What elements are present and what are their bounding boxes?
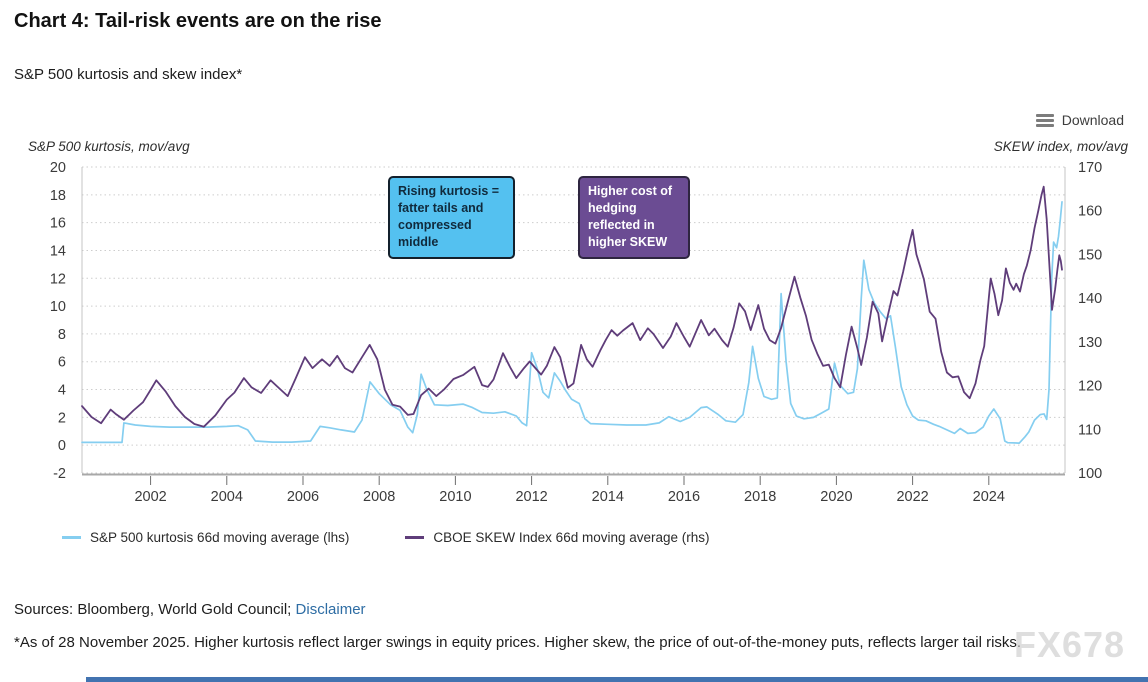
y-left-tick-label: 0: [58, 438, 66, 454]
x-tick-label: 2018: [744, 489, 776, 505]
y-left-tick-label: 14: [50, 243, 66, 259]
y-right-tick-label: 170: [1078, 160, 1102, 176]
kurtosis-line: [81, 200, 1063, 444]
x-tick-label: 2024: [973, 489, 1005, 505]
y-right-tick-label: 100: [1078, 466, 1102, 482]
bottom-accent-bar: [86, 677, 1148, 682]
y-left-tick-label: 4: [58, 383, 66, 399]
y-left-tick-label: 6: [58, 355, 66, 371]
right-axis-title: SKEW index, mov/avg: [993, 139, 1128, 154]
page-title: Chart 4: Tail-risk events are on the ris…: [14, 10, 382, 32]
y-right-tick-label: 150: [1078, 247, 1102, 263]
y-left-tick-label: 10: [50, 299, 66, 315]
download-button[interactable]: Download: [1035, 112, 1124, 128]
x-tick-label: 2010: [439, 489, 471, 505]
x-tick-label: 2002: [134, 489, 166, 505]
y-left-tick-label: 20: [50, 160, 66, 176]
y-left-tick-label: -2: [53, 466, 66, 482]
x-tick-label: 2012: [515, 489, 547, 505]
menu-icon: [1035, 113, 1054, 127]
x-tick-label: 2008: [363, 489, 395, 505]
legend-item-kurtosis[interactable]: S&P 500 kurtosis 66d moving average (lhs…: [62, 530, 349, 545]
left-axis-title: S&P 500 kurtosis, mov/avg: [28, 139, 190, 154]
y-right-tick-label: 110: [1078, 422, 1101, 438]
download-label: Download: [1061, 112, 1124, 128]
kurtosis-line-swatch: [62, 536, 81, 539]
legend-item-skew[interactable]: CBOE SKEW Index 66d moving average (rhs): [405, 530, 710, 545]
x-tick-label: 2022: [896, 489, 928, 505]
legend-label-kurtosis: S&P 500 kurtosis 66d moving average (lhs…: [90, 530, 350, 545]
x-tick-label: 2020: [820, 489, 852, 505]
sources-text: Sources: Bloomberg, World Gold Council;: [14, 601, 292, 618]
y-right-tick-label: 120: [1078, 379, 1102, 395]
y-right-tick-label: 160: [1078, 204, 1102, 220]
footnote-text: *As of 28 November 2025. Higher kurtosis…: [14, 634, 1022, 651]
x-tick-label: 2016: [668, 489, 700, 505]
skew-line: [81, 185, 1063, 428]
y-left-tick-label: 12: [50, 271, 66, 287]
x-tick-label: 2004: [211, 489, 243, 505]
y-right-tick-label: 140: [1078, 291, 1102, 307]
annotation-higher-skew: Higher cost of hedging reflected in high…: [578, 176, 690, 259]
disclaimer-link[interactable]: Disclaimer: [295, 601, 366, 618]
chart-legend: S&P 500 kurtosis 66d moving average (lhs…: [62, 530, 710, 545]
sources-line: Sources: Bloomberg, World Gold Council; …: [14, 601, 366, 618]
x-tick-label: 2006: [287, 489, 319, 505]
legend-label-skew: CBOE SKEW Index 66d moving average (rhs): [433, 530, 710, 545]
y-left-tick-label: 18: [50, 188, 66, 204]
skew-line-swatch: [405, 536, 425, 539]
annotation-rising-kurtosis: Rising kurtosis = fatter tails and compr…: [388, 176, 515, 259]
y-left-tick-label: 8: [58, 327, 66, 343]
x-tick-label: 2014: [592, 489, 624, 505]
y-left-tick-label: 16: [50, 216, 66, 232]
y-left-tick-label: 2: [58, 410, 66, 426]
y-right-tick-label: 130: [1078, 335, 1102, 351]
chart-subtitle: S&P 500 kurtosis and skew index*: [14, 66, 243, 83]
